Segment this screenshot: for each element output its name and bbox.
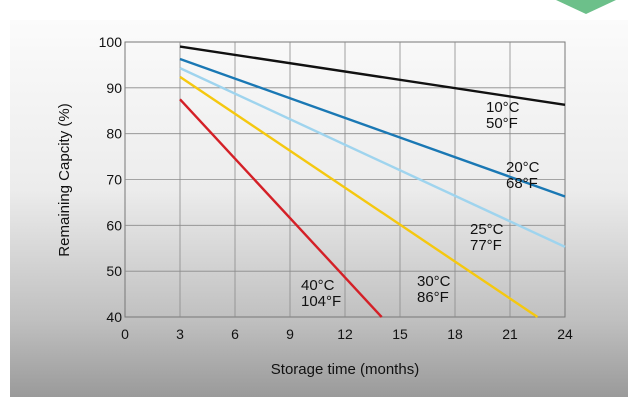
x-tick-label: 18	[447, 326, 463, 342]
curve-label-celsius: 30°C	[417, 273, 451, 290]
x-tick-label: 12	[337, 326, 353, 342]
curve-label-fahrenheit: 50°F	[486, 115, 518, 132]
curve-label-fahrenheit: 86°F	[417, 289, 449, 306]
curve-label-fahrenheit: 68°F	[506, 175, 538, 192]
curve-label-fahrenheit: 104°F	[301, 293, 341, 310]
x-tick-label: 21	[502, 326, 518, 342]
x-tick-label: 15	[392, 326, 408, 342]
x-tick-label: 0	[121, 326, 129, 342]
y-tick-label: 70	[106, 172, 122, 188]
curve-labels: 10°C50°F 20°C68°F 25°C77°F 30°C86°F 40°C104°…	[301, 99, 540, 310]
curve-label-celsius: 25°C	[470, 221, 504, 238]
y-tick-label: 80	[106, 126, 122, 142]
series-line-4	[179, 98, 383, 318]
x-tick-label: 9	[286, 326, 294, 342]
y-tick-label: 100	[99, 34, 123, 50]
y-tick-label: 50	[106, 263, 122, 279]
x-axis-label: Storage time (months)	[271, 361, 419, 378]
y-tick-label: 60	[106, 217, 122, 233]
series-line-2	[179, 67, 566, 248]
x-tick-label: 24	[557, 326, 573, 342]
curve-label-celsius: 20°C	[506, 159, 540, 176]
series-line-0	[179, 45, 566, 106]
series-lines	[179, 45, 566, 318]
curve-label-fahrenheit: 77°F	[470, 237, 502, 254]
y-tick-label: 90	[106, 80, 122, 96]
y-tick-label: 40	[106, 309, 122, 325]
curve-label-celsius: 40°C	[301, 277, 335, 294]
y-axis-label: Remaining Capcity (%)	[56, 103, 73, 256]
x-tick-label: 3	[176, 326, 184, 342]
series-line-3	[179, 75, 539, 318]
corner-accent-shape	[556, 0, 616, 14]
tick-labels: 0 3 6 9 12 15 18 21 24 40 50 60 70 80 90 100	[99, 34, 573, 342]
chart-background	[10, 20, 628, 397]
series-line-1	[179, 57, 566, 198]
x-tick-label: 6	[231, 326, 239, 342]
curve-label-celsius: 10°C	[486, 99, 520, 116]
